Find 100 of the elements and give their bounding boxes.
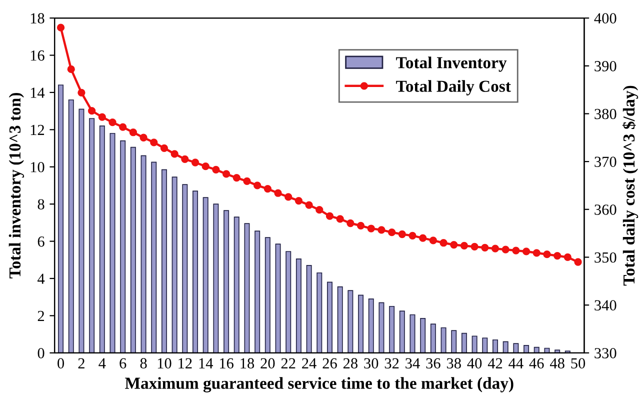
x-tick-label: 10 [158,358,172,368]
bar [430,324,436,353]
bar [89,118,95,353]
point [243,177,251,185]
y2-tick-label: 380 [594,108,616,120]
point [554,252,562,260]
y-tick-label: 16 [30,50,44,61]
bar [244,223,250,353]
y-tick-label: 0 [38,348,44,358]
x-tick-label: 32 [384,358,399,368]
point [222,170,230,178]
y2-tick-label: 400 [594,13,616,24]
bar [410,314,416,353]
bar [234,216,240,353]
bar [316,272,322,353]
point [284,193,292,201]
bar [368,298,374,353]
point [119,123,127,131]
point [460,242,468,250]
point [129,128,138,136]
point [294,196,303,205]
point [388,228,396,236]
x-tick-label: 36 [426,358,440,368]
bar [440,327,446,353]
point [440,239,448,247]
bar [224,210,230,353]
x-tick-label: 38 [446,358,461,368]
bar [172,176,178,353]
bar [264,237,270,353]
point [88,107,96,115]
bar [130,146,136,353]
y2-axis-title: Total daily cost (10^3 $/day) [622,86,638,286]
x-tick-label: 42 [488,358,502,368]
point [574,258,582,266]
x-tick-label: 8 [140,358,147,368]
bar [513,343,519,353]
x-tick-label: 48 [550,358,564,368]
point [254,182,262,190]
bar [110,132,116,353]
point [191,158,200,166]
point [481,244,489,252]
bar [58,84,64,353]
bar [502,341,508,353]
bar [140,155,146,353]
point [346,219,354,228]
y2-tick-label: 360 [594,204,616,215]
bar [161,169,167,353]
y-tick-label: 12 [30,124,44,135]
x-tick-label: 24 [302,358,316,368]
bar [326,282,332,353]
bar [420,318,426,353]
point [160,144,168,152]
point [232,174,240,182]
bar [213,204,219,353]
point [356,222,365,230]
bar [451,330,457,353]
point [512,246,520,254]
bar [554,350,560,353]
point [408,232,416,240]
y-tick-label: 10 [30,162,44,172]
point [398,230,406,238]
y-tick-label: 14 [30,88,45,98]
point [67,65,75,74]
bar [296,258,302,353]
y-tick-label: 4 [38,274,45,284]
x-tick-label: 50 [571,358,586,368]
y-tick-label: 6 [38,236,44,247]
bar [254,230,260,353]
y2-tick-label: 370 [594,156,616,167]
point [470,242,478,251]
x-tick-label: 2 [78,358,84,368]
bar [78,108,84,353]
point [564,253,572,262]
y2-tick-label: 340 [594,300,616,310]
point [543,250,551,258]
point [274,189,282,197]
point [170,150,178,158]
legend-label: Total Inventory [396,56,507,72]
point [150,138,158,146]
x-tick-label: 44 [508,358,524,368]
x-tick-label: 26 [322,358,337,368]
x-tick-label: 20 [260,358,275,368]
bar [544,348,550,353]
point [367,224,375,232]
bar [275,244,281,353]
y2-tick-label: 350 [594,252,616,263]
point [305,201,313,209]
y2-tick-label: 330 [594,348,616,358]
bar [99,126,105,353]
point [326,212,334,220]
x-tick-label: 28 [343,358,358,368]
legend-label: Total Daily Cost [396,80,511,96]
x-tick-label: 14 [199,358,214,368]
bar [151,162,157,353]
bar [358,294,364,353]
bar [120,140,126,353]
bar [389,306,395,353]
bar [524,345,530,353]
point [98,113,106,121]
x-tick-label: 4 [98,358,106,368]
